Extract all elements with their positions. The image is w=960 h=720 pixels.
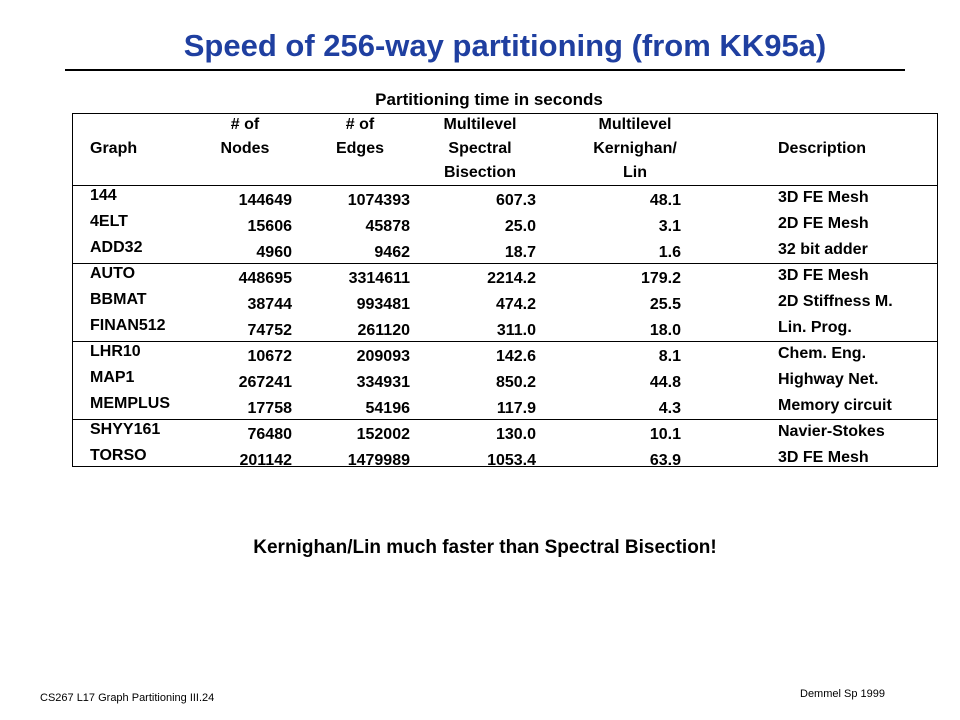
cell-nodes: 17758 — [247, 400, 293, 417]
cell-edges: 261120 — [357, 322, 410, 339]
cell-spectral: 25.0 — [504, 218, 536, 235]
cell-description: 2D Stiffness M. — [778, 293, 893, 310]
group-separator — [72, 419, 938, 420]
cell-graph: BBMAT — [90, 291, 147, 308]
group-separator — [72, 341, 938, 342]
cell-graph: MAP1 — [90, 369, 135, 386]
cell-kl: 10.1 — [649, 426, 681, 443]
cell-edges: 152002 — [356, 426, 410, 443]
header-kl-line1: Multilevel — [598, 116, 672, 133]
cell-graph: TORSO — [90, 447, 147, 464]
header-graph: Graph — [90, 140, 138, 157]
cell-edges: 209093 — [356, 348, 410, 365]
cell-nodes: 38744 — [247, 296, 293, 313]
cell-description: 32 bit adder — [778, 241, 868, 258]
cell-kl: 18.0 — [649, 322, 681, 339]
cell-edges: 1074393 — [347, 192, 410, 209]
header-description: Description — [778, 140, 867, 157]
cell-description: Highway Net. — [778, 371, 879, 388]
cell-edges: 993481 — [356, 296, 410, 313]
cell-kl: 25.5 — [649, 296, 681, 313]
cell-kl: 63.9 — [649, 452, 681, 469]
cell-graph: SHYY161 — [90, 421, 161, 438]
group-separator — [72, 263, 938, 264]
cell-spectral: 474.2 — [495, 296, 536, 313]
header-edges-line1: # of — [345, 116, 375, 133]
cell-nodes: 76480 — [247, 426, 293, 443]
cell-nodes: 267241 — [238, 374, 292, 391]
header-nodes-line2: Nodes — [220, 140, 270, 157]
cell-kl: 44.8 — [649, 374, 681, 391]
table-caption: Partitioning time in seconds — [375, 90, 603, 109]
cell-kl: 3.1 — [658, 218, 681, 235]
cell-edges: 1479989 — [347, 452, 410, 469]
cell-kl: 1.6 — [658, 244, 681, 261]
header-nodes-line1: # of — [230, 116, 260, 133]
cell-kl: 8.1 — [658, 348, 681, 365]
conclusion-text: Kernighan/Lin much faster than Spectral … — [253, 537, 717, 558]
header-kl-line2: Kernighan/ — [593, 140, 677, 157]
cell-nodes: 15606 — [247, 218, 293, 235]
cell-nodes: 10672 — [247, 348, 293, 365]
cell-graph: FINAN512 — [90, 317, 166, 334]
cell-nodes: 74752 — [247, 322, 293, 339]
cell-nodes: 448695 — [238, 270, 292, 287]
header-spectral-line3: Bisection — [443, 164, 516, 181]
cell-kl: 48.1 — [649, 192, 681, 209]
footer-course-label: CS267 L17 Graph Partitioning III.24 — [40, 692, 215, 704]
cell-spectral: 1053.4 — [487, 452, 536, 469]
cell-spectral: 142.6 — [495, 348, 536, 365]
cell-spectral: 607.3 — [495, 192, 536, 209]
cell-graph: ADD32 — [90, 239, 143, 256]
title-underline — [65, 69, 905, 71]
header-spectral-line1: Multilevel — [443, 116, 517, 133]
cell-nodes: 201142 — [239, 452, 292, 469]
cell-spectral: 850.2 — [495, 374, 536, 391]
results-table — [72, 113, 938, 467]
header-spectral-line2: Spectral — [448, 140, 512, 157]
cell-description: Memory circuit — [778, 397, 892, 414]
cell-graph: MEMPLUS — [90, 395, 170, 412]
cell-graph: 144 — [90, 187, 117, 204]
header-kl-line3: Lin — [623, 164, 647, 181]
cell-edges: 334931 — [356, 374, 410, 391]
slide-title: Speed of 256-way partitioning (from KK95… — [183, 28, 827, 63]
cell-description: 2D FE Mesh — [778, 215, 869, 232]
cell-spectral: 2214.2 — [487, 270, 536, 287]
cell-description: Lin. Prog. — [778, 319, 852, 336]
cell-description: 3D FE Mesh — [778, 267, 869, 284]
cell-spectral: 130.0 — [495, 426, 536, 443]
cell-description: 3D FE Mesh — [778, 189, 869, 206]
cell-graph: 4ELT — [90, 213, 128, 230]
header-separator — [72, 185, 938, 186]
footer-author: Demmel Sp 1999 — [800, 688, 885, 700]
cell-graph: AUTO — [90, 265, 136, 282]
cell-kl: 4.3 — [658, 400, 681, 417]
cell-spectral: 311.0 — [496, 322, 536, 339]
cell-edges: 45878 — [365, 218, 411, 235]
cell-spectral: 117.9 — [496, 400, 536, 417]
cell-kl: 179.2 — [640, 270, 681, 287]
cell-edges: 3314611 — [348, 270, 410, 287]
cell-graph: LHR10 — [90, 343, 141, 360]
cell-description: Navier-Stokes — [778, 423, 885, 440]
header-edges-line2: Edges — [335, 140, 384, 157]
cell-description: 3D FE Mesh — [778, 449, 869, 466]
cell-spectral: 18.7 — [504, 244, 536, 261]
cell-edges: 54196 — [365, 400, 411, 417]
cell-nodes: 4960 — [256, 244, 292, 261]
cell-description: Chem. Eng. — [778, 345, 867, 362]
cell-edges: 9462 — [374, 244, 410, 261]
cell-nodes: 144649 — [238, 192, 292, 209]
